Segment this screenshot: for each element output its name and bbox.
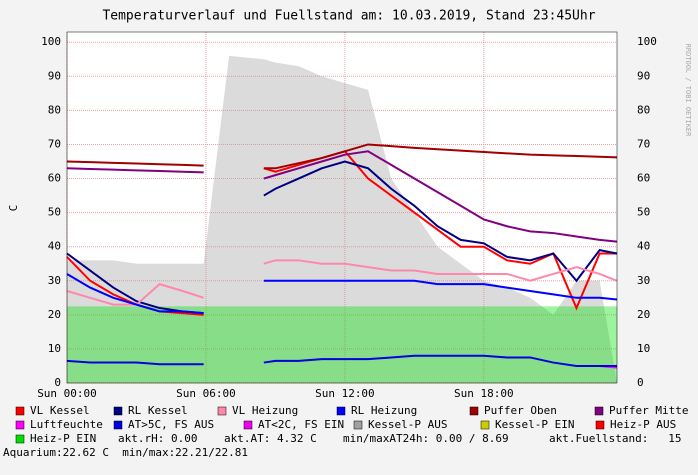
legend-label: RL Kessel	[128, 404, 188, 417]
plot-area	[67, 32, 617, 383]
watermark: RRDTOOL / TOBI OETIKER	[684, 44, 692, 138]
y-tick-label: 100	[41, 35, 61, 48]
y-tick-label-right: 0	[637, 376, 644, 389]
legend-swatch	[15, 434, 25, 444]
legend-label: Luftfeuchte	[30, 418, 103, 431]
legend-swatch	[113, 406, 123, 416]
footer-text: akt.Fuellstand: 15	[549, 432, 681, 445]
legend-label: VL Heizung	[232, 404, 298, 417]
legend-label: Kessel-P EIN	[495, 418, 574, 431]
y-tick-label: 70	[48, 137, 61, 150]
y-tick-label: 60	[48, 172, 61, 185]
legend-swatch	[113, 420, 123, 430]
legend-swatch	[217, 406, 227, 416]
y-tick-label-right: 90	[637, 69, 650, 82]
legend-label: Heiz-P AUS	[610, 418, 676, 431]
series-line	[66, 354, 617, 367]
x-tick-label: Sun 00:00	[37, 387, 97, 400]
legend-label: Heiz-P EIN	[30, 432, 96, 445]
series-line	[66, 273, 618, 315]
legend-swatch	[595, 420, 605, 430]
y-tick-label: 0	[54, 376, 61, 389]
legend-label: VL Kessel	[30, 404, 90, 417]
footer-text: akt.AT: 4.32 C	[224, 432, 317, 445]
plot-frame	[66, 31, 618, 384]
legend-swatch	[353, 420, 363, 430]
series-line	[66, 143, 618, 170]
y-axis-label: C	[7, 205, 20, 212]
legend-swatch	[480, 420, 490, 430]
legend-swatch	[15, 406, 25, 416]
y-tick-label-right: 10	[637, 342, 650, 355]
legend-label: AT<2C, FS EIN	[258, 418, 344, 431]
y-tick-label: 90	[48, 69, 61, 82]
area	[67, 55, 617, 383]
legend-label: Kessel-P AUS	[368, 418, 447, 431]
x-tick-label: Sun 12:00	[315, 387, 375, 400]
x-tick-label: Sun 06:00	[176, 387, 236, 400]
legend-swatch	[15, 420, 25, 430]
legend-swatch	[336, 406, 346, 416]
y-tick-label-right: 100	[637, 35, 657, 48]
legend-swatch	[469, 406, 479, 416]
y-tick-label-right: 50	[637, 206, 650, 219]
y-tick-label-right: 30	[637, 274, 650, 287]
legend-label: AT>5C, FS AUS	[128, 418, 214, 431]
area	[67, 306, 617, 383]
y-tick-label-right: 20	[637, 308, 650, 321]
y-tick-label-right: 80	[637, 103, 650, 116]
y-tick-label: 30	[48, 274, 61, 287]
legend-swatch	[594, 406, 604, 416]
legend-label: Puffer Mitte	[609, 404, 688, 417]
footer-text: akt.rH: 0.00	[118, 432, 197, 445]
footer-text: min/maxAT24h: 0.00 / 8.69	[343, 432, 509, 445]
y-tick-label: 10	[48, 342, 61, 355]
y-tick-label-right: 40	[637, 240, 650, 253]
series-line	[66, 150, 618, 243]
footer-text: Aquarium:22.62 C min/max:22.21/22.81	[3, 446, 248, 459]
legend-label: RL Heizung	[351, 404, 417, 417]
y-tick-label: 40	[48, 240, 61, 253]
y-tick-label: 50	[48, 206, 61, 219]
legend-swatch	[243, 420, 253, 430]
chart-title: Temperaturverlauf und Fuellstand am: 10.…	[102, 9, 595, 24]
y-tick-label: 20	[48, 308, 61, 321]
y-tick-label-right: 60	[637, 172, 650, 185]
legend-label: Puffer Oben	[484, 404, 557, 417]
x-tick-label: Sun 18:00	[454, 387, 514, 400]
y-tick-label-right: 70	[637, 137, 650, 150]
y-tick-label: 80	[48, 103, 61, 116]
